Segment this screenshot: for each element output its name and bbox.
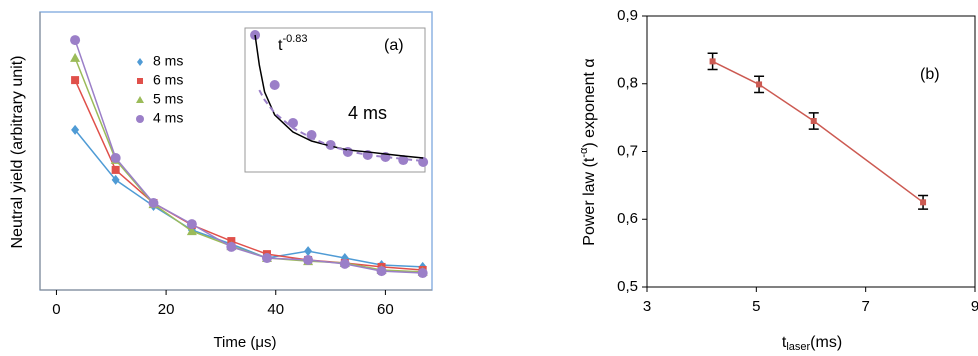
marker (70, 52, 81, 62)
x-tick-label: 7 (861, 298, 869, 315)
marker (398, 155, 409, 166)
marker (111, 174, 120, 185)
marker (71, 124, 80, 135)
marker (418, 157, 429, 168)
legend-marker (137, 58, 143, 66)
y-tick-label: 0,8 (617, 75, 638, 92)
x-tick-label: 5 (752, 298, 760, 315)
y-tick-label: 0,6 (617, 210, 638, 227)
x-tick-label: 0 (52, 301, 60, 318)
fit-exponent: -0.83 (282, 33, 307, 45)
x-tick-label: 40 (267, 301, 284, 318)
marker (186, 219, 197, 230)
series-line (712, 60, 924, 203)
panel-b-frame (646, 15, 976, 288)
marker (110, 152, 121, 163)
marker (226, 241, 237, 252)
x-label-sub: laser (786, 341, 810, 353)
marker (227, 237, 236, 246)
y-label-sup: -α (578, 147, 590, 158)
x-tick-label: 60 (377, 301, 394, 318)
legend-label: 8 ms (153, 53, 183, 69)
legend-label: 4 ms (153, 110, 183, 126)
legend-marker (136, 115, 144, 123)
panel-label: (b) (920, 66, 940, 83)
marker (303, 254, 314, 265)
marker (287, 117, 298, 128)
inset-label: 4 ms (348, 103, 387, 123)
y-axis-label: Neutral yield (arbitrary unit) (9, 56, 26, 249)
legend-label: 5 ms (153, 91, 183, 107)
marker (709, 58, 716, 65)
series-line (74, 79, 423, 271)
marker (920, 199, 927, 206)
marker (339, 258, 350, 269)
marker (756, 81, 763, 88)
marker (810, 118, 817, 125)
y-label-a: Power law (t (581, 157, 598, 246)
y-axis-label: Power law (t-α) exponent α (578, 58, 598, 245)
series-line (74, 129, 423, 268)
marker (304, 246, 313, 257)
y-tick-label: 0,9 (617, 7, 638, 24)
legend-label: 6 ms (153, 72, 183, 88)
fit-label: t-0.83 (278, 33, 308, 54)
series-line (254, 34, 424, 159)
x-label-unit: (ms) (810, 334, 842, 351)
x-tick-label: 3 (643, 298, 651, 315)
marker (261, 253, 272, 264)
legend-marker (137, 78, 143, 84)
marker (111, 165, 120, 174)
x-label-base: t (782, 334, 787, 351)
marker (269, 80, 280, 91)
series-line (74, 39, 423, 274)
marker (148, 197, 159, 208)
legend-marker (136, 96, 144, 103)
panel-label: (a) (384, 37, 404, 54)
y-tick-label: 0,5 (617, 278, 638, 295)
x-tick-label: 9 (971, 298, 978, 315)
x-axis-label: Time (μs) (213, 334, 276, 351)
marker (186, 226, 197, 236)
marker (71, 76, 80, 85)
y-tick-label: 0,7 (617, 142, 638, 159)
y-label-b: ) exponent α (581, 58, 598, 147)
x-tick-label: 20 (158, 301, 175, 318)
marker (376, 266, 387, 277)
series-line (258, 89, 424, 163)
marker (70, 35, 81, 46)
x-axis-label: tlaser(ms) (782, 334, 842, 353)
inset-frame (244, 27, 426, 173)
marker (417, 268, 428, 279)
fit-base: t (278, 37, 283, 54)
